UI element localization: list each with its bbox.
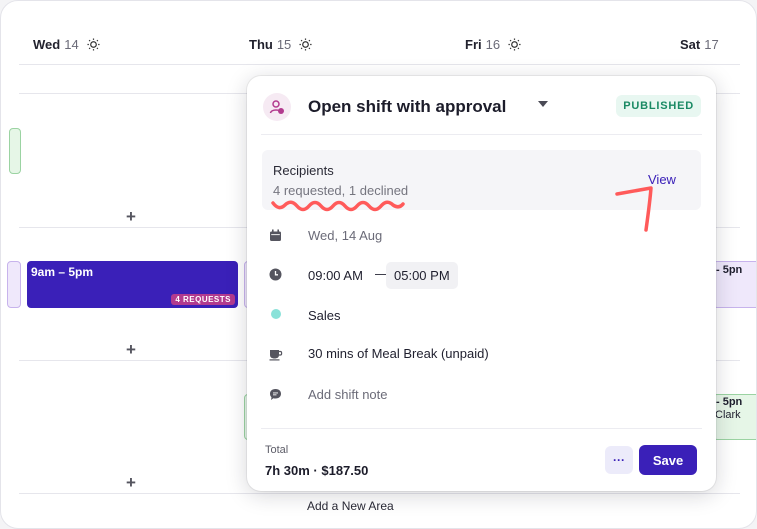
save-button[interactable]: Save xyxy=(639,445,697,475)
day-date: 15 xyxy=(276,37,292,52)
approval-icon xyxy=(269,100,284,114)
total-label: Total xyxy=(265,444,289,456)
day-header-fri: Fri 16 xyxy=(465,37,521,52)
shift-note-field[interactable]: Add shift note xyxy=(308,387,388,402)
break-field[interactable]: 30 mins of Meal Break (unpaid) xyxy=(308,346,489,361)
day-name: Thu xyxy=(249,37,273,52)
shift-time: 9am – 5pm xyxy=(31,265,94,279)
grid-line xyxy=(19,64,740,65)
day-date: 16 xyxy=(485,37,501,52)
shift-employee-partial: Clark xyxy=(715,409,741,421)
area-color-dot xyxy=(271,309,281,319)
shift-block-partial[interactable] xyxy=(9,128,21,174)
sun-icon xyxy=(508,38,521,51)
shift-time-partial: - 5pn xyxy=(716,396,743,408)
sun-icon xyxy=(87,38,100,51)
shift-block-partial[interactable] xyxy=(7,261,21,308)
end-time-field[interactable]: 05:00 PM xyxy=(386,262,458,289)
day-name: Sat xyxy=(680,37,701,52)
day-header-wed: Wed 14 xyxy=(33,37,100,52)
add-shift-button[interactable]: + xyxy=(126,207,136,226)
requests-badge: 4 REQUESTS xyxy=(171,294,235,305)
day-date: 17 xyxy=(704,37,719,52)
view-recipients-link[interactable]: View xyxy=(648,172,676,187)
shift-date-field[interactable]: Wed, 14 Aug xyxy=(308,228,383,243)
time-separator: — xyxy=(375,266,388,281)
comment-icon xyxy=(270,389,281,400)
more-options-button[interactable]: ··· xyxy=(605,446,633,474)
sun-icon xyxy=(299,38,312,51)
status-badge: PUBLISHED xyxy=(616,95,701,117)
area-field[interactable]: Sales xyxy=(308,308,341,323)
coffee-cup-icon xyxy=(269,350,283,361)
calendar-icon xyxy=(270,229,281,241)
add-shift-button[interactable]: + xyxy=(126,340,136,359)
clock-icon xyxy=(269,268,282,281)
shift-type-title[interactable]: Open shift with approval xyxy=(308,97,507,116)
start-time-field[interactable]: 09:00 AM xyxy=(308,268,363,283)
day-name: Wed xyxy=(33,37,61,52)
shift-type-icon xyxy=(263,93,291,121)
shift-time-partial: - 5pn xyxy=(716,264,743,276)
grid-line xyxy=(19,493,740,494)
chevron-down-icon[interactable] xyxy=(538,101,548,107)
day-header-thu: Thu 15 xyxy=(249,37,312,52)
divider xyxy=(261,134,702,135)
day-date: 14 xyxy=(64,37,79,52)
total-value: 7h 30m · $187.50 xyxy=(265,463,369,478)
shift-popover: Open shift with approval PUBLISHED Recip… xyxy=(247,76,716,491)
open-shift-block[interactable]: 9am – 5pm 4 REQUESTS xyxy=(27,261,238,308)
day-name: Fri xyxy=(465,37,482,52)
add-area-link[interactable]: Add a New Area xyxy=(307,499,394,513)
add-shift-button[interactable]: + xyxy=(126,473,136,492)
recipients-label: Recipients xyxy=(273,163,334,178)
day-header-sat: Sat 17 xyxy=(680,37,719,52)
recipients-summary: 4 requested, 1 declined xyxy=(273,183,409,198)
divider xyxy=(261,428,702,429)
recipients-panel: Recipients 4 requested, 1 declined View xyxy=(262,150,701,210)
